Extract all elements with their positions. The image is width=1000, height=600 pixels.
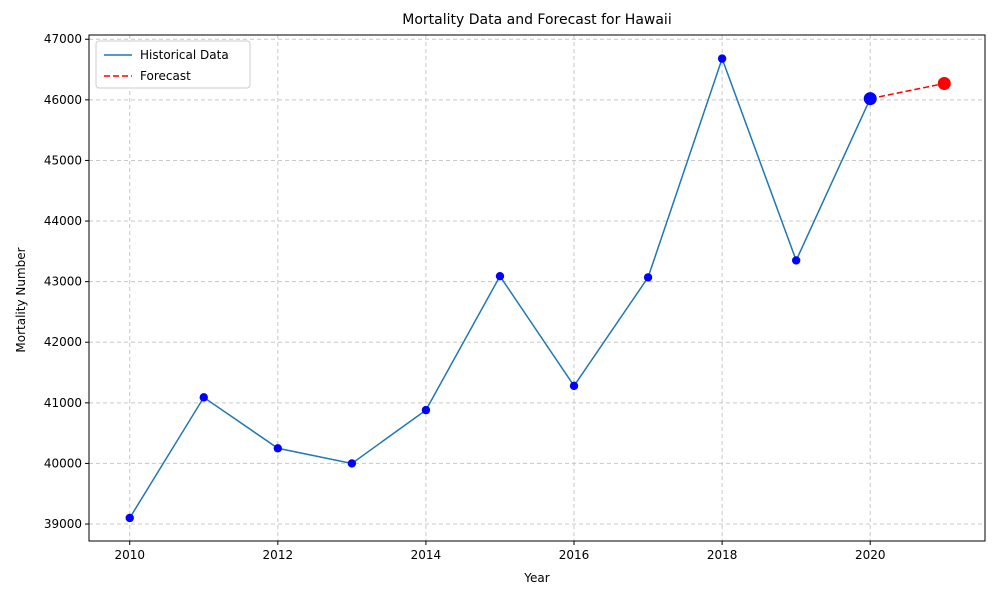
y-tick-label: 42000 <box>44 335 82 349</box>
x-tick-label: 2014 <box>411 548 442 562</box>
x-axis-label: Year <box>523 571 549 585</box>
y-tick-label: 44000 <box>44 214 82 228</box>
data-point <box>347 459 357 468</box>
x-tick-label: 2016 <box>559 548 590 562</box>
markers-layer <box>125 54 951 523</box>
y-axis-ticks: 39000 40000 41000 42000 43000 44000 45000 46000… <box>44 32 89 531</box>
data-point <box>643 273 653 282</box>
y-tick-label: 47000 <box>44 32 82 46</box>
x-tick-label: 2012 <box>263 548 294 562</box>
legend-label: Forecast <box>140 69 191 83</box>
data-point <box>569 381 579 391</box>
data-point <box>717 54 727 63</box>
y-tick-label: 46000 <box>44 93 82 107</box>
x-tick-label: 2010 <box>114 548 145 562</box>
y-tick-label: 45000 <box>44 153 82 167</box>
data-point <box>421 405 431 415</box>
data-point <box>791 256 801 265</box>
y-tick-label: 43000 <box>44 275 82 289</box>
data-point <box>273 444 283 453</box>
highlight-point <box>937 76 951 90</box>
series-line-forecast <box>870 82 945 100</box>
x-tick-label: 2020 <box>855 548 886 562</box>
legend: Historical Data Forecast <box>95 40 251 89</box>
highlight-point <box>863 92 877 106</box>
y-tick-label: 41000 <box>44 396 82 410</box>
grid <box>89 35 985 541</box>
y-tick-label: 40000 <box>44 456 82 470</box>
plot-frame <box>88 34 986 542</box>
x-axis-ticks: 2010 2012 2014 2016 2018 2020 <box>114 541 885 562</box>
legend-label: Historical Data <box>140 48 229 62</box>
y-tick-label: 39000 <box>44 517 82 531</box>
series-line-historical <box>129 56 871 519</box>
chart-title: Mortality Data and Forecast for Hawaii <box>402 12 671 28</box>
y-axis-label: Mortality Number <box>14 247 28 352</box>
data-point <box>199 393 208 402</box>
x-tick-label: 2018 <box>707 548 738 562</box>
data-point <box>125 513 134 523</box>
data-point <box>495 271 505 281</box>
series-layer <box>129 56 945 519</box>
legend-box <box>95 40 251 89</box>
